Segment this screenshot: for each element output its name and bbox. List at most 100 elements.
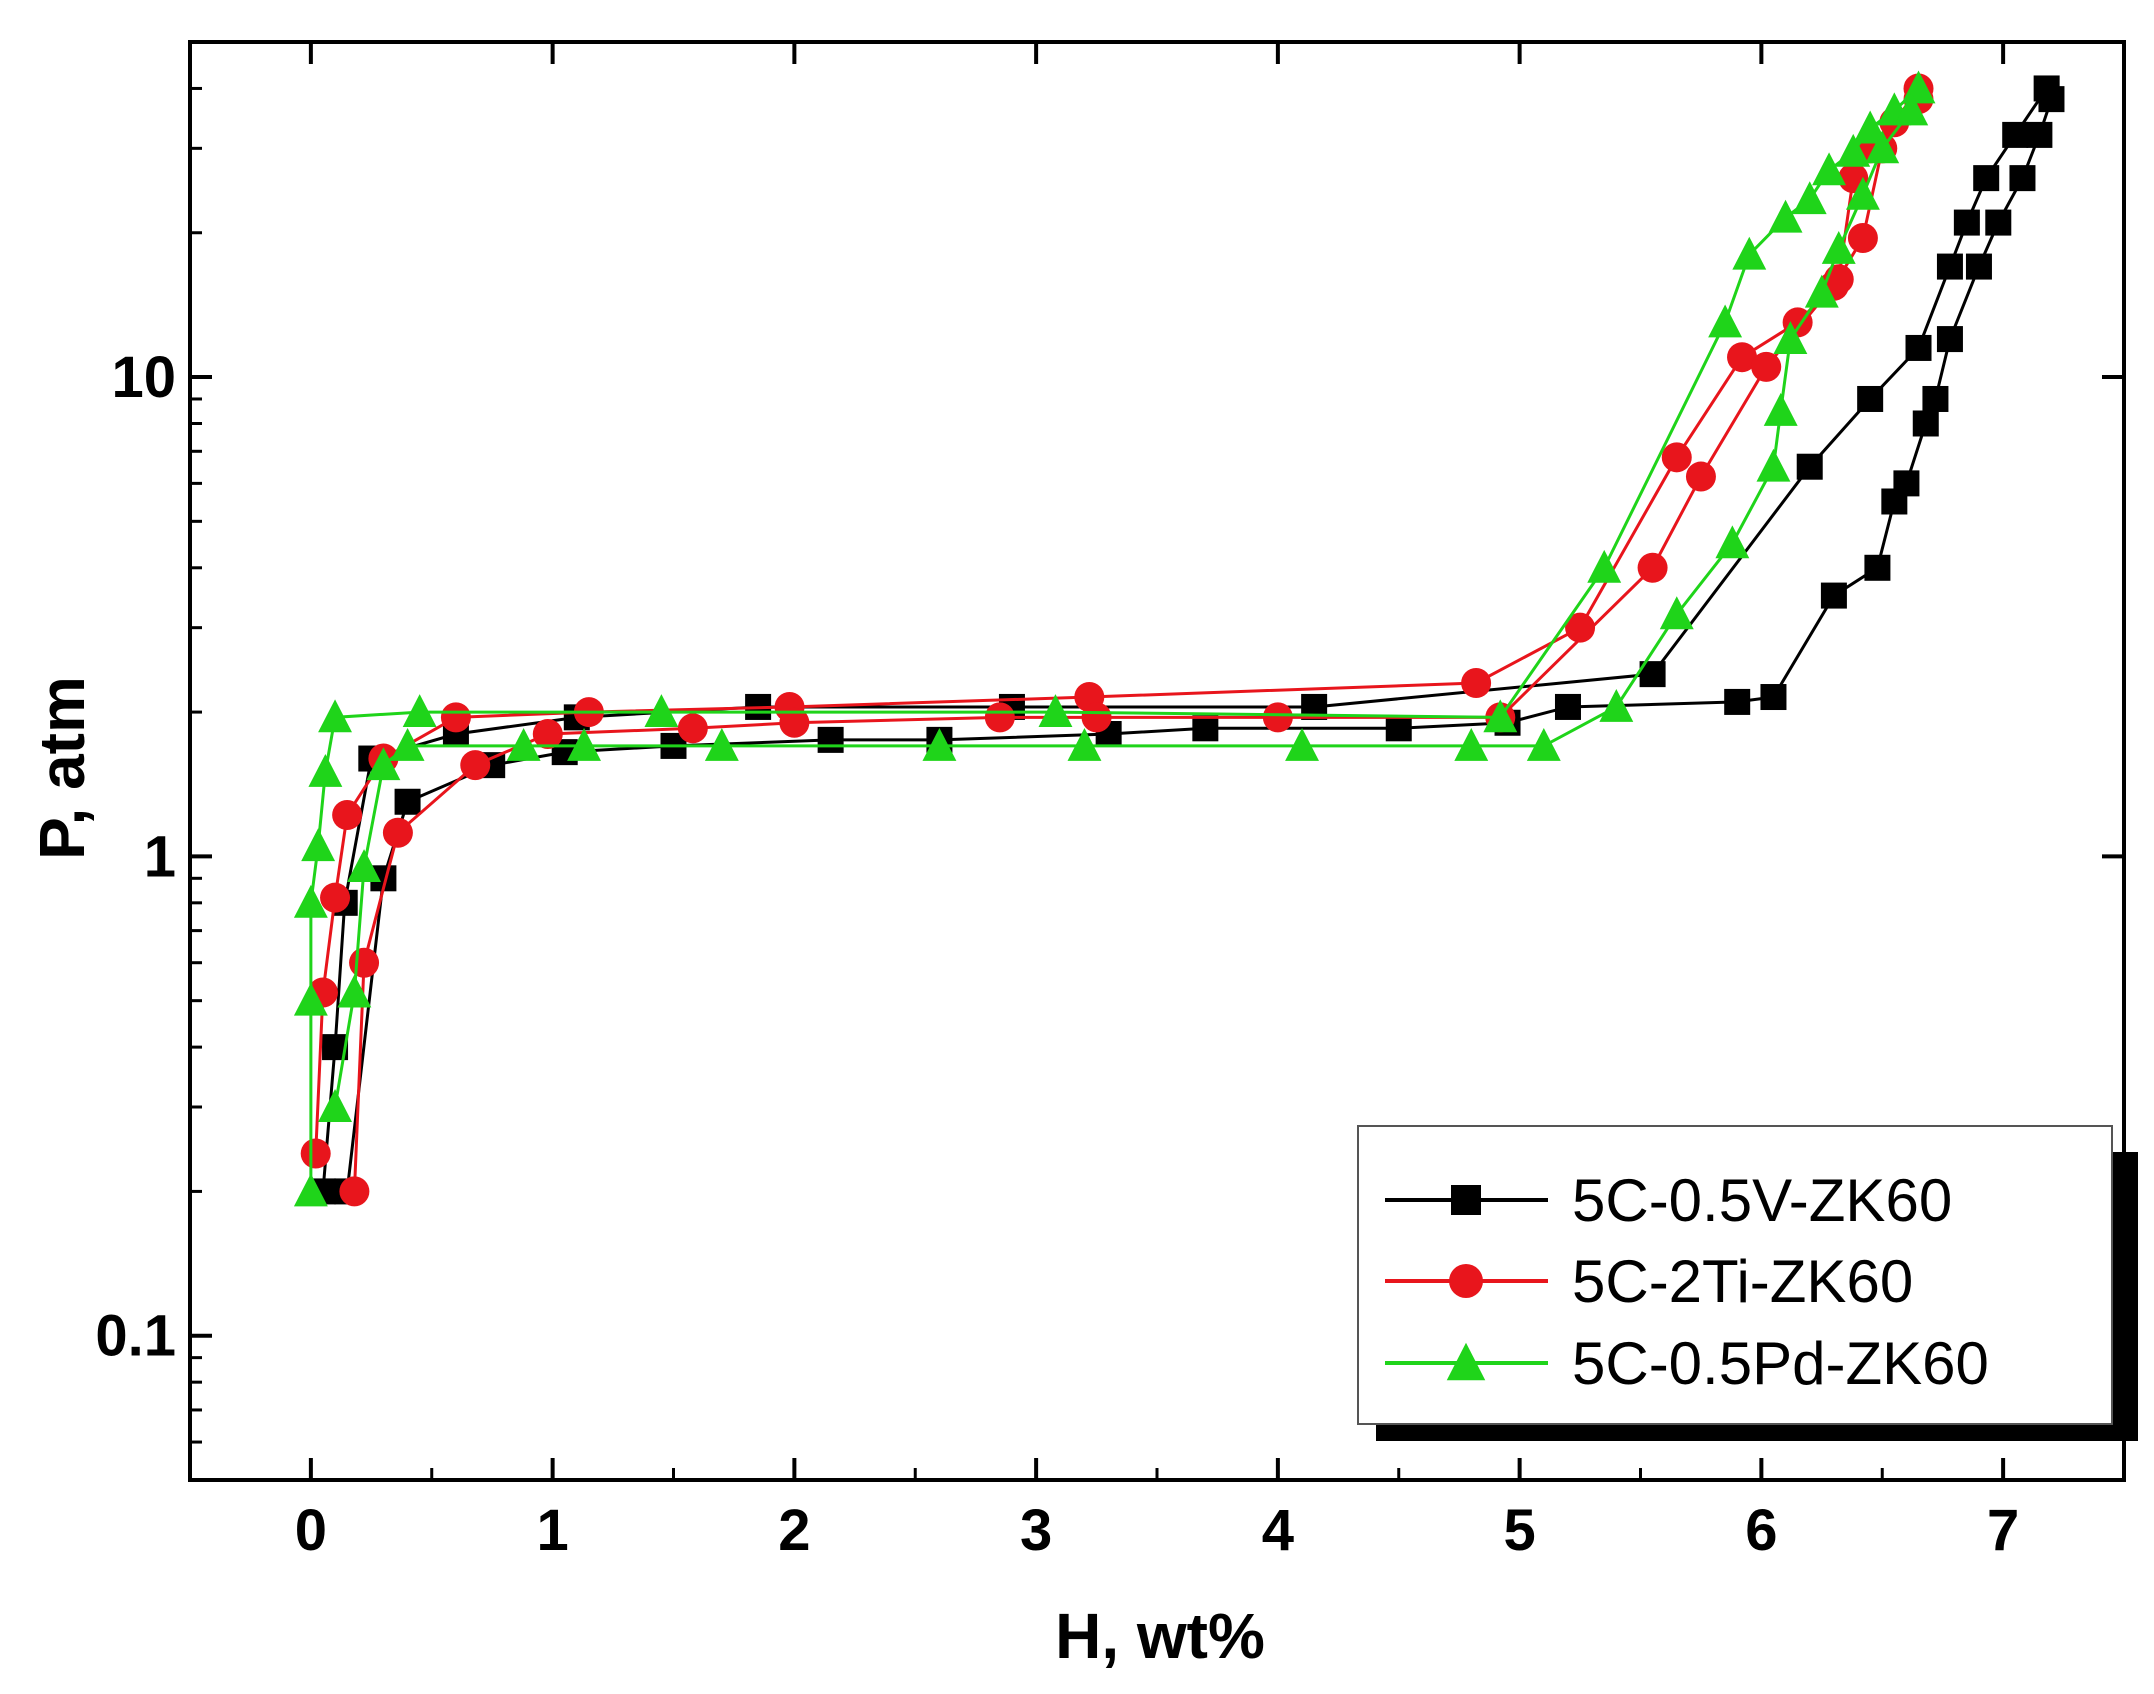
data-point [1865, 130, 1900, 164]
data-point [1936, 326, 1963, 353]
data-point [382, 817, 413, 848]
data-point [293, 1173, 328, 1207]
data-point [1483, 699, 1518, 733]
y-axis-label: P, atm [26, 676, 98, 860]
data-point [2009, 165, 2036, 192]
data-point [1724, 688, 1751, 715]
data-point [1912, 410, 1939, 437]
data-point [984, 702, 1015, 733]
data-point [1893, 470, 1920, 497]
series-circle [300, 73, 1934, 1207]
x-tick-label: 4 [1262, 1498, 1294, 1563]
data-point [922, 727, 957, 761]
data-point [349, 947, 380, 978]
data-point [460, 750, 491, 781]
data-point [2002, 121, 2029, 148]
data-point [1385, 715, 1412, 742]
data-point [1715, 525, 1750, 559]
data-point [644, 694, 679, 728]
data-point [1853, 110, 1888, 144]
data-point [1751, 351, 1782, 382]
data-point [1081, 702, 1112, 733]
data-point [366, 747, 401, 781]
data-point [817, 726, 844, 753]
data-point [1792, 181, 1827, 215]
data-point [390, 727, 425, 761]
data-point [1192, 715, 1219, 742]
data-point [567, 727, 602, 761]
data-point [1773, 321, 1808, 355]
data-point [1262, 702, 1293, 733]
data-point [1587, 549, 1622, 583]
data-point [1763, 392, 1798, 426]
x-tick-label: 6 [1745, 1498, 1777, 1563]
x-tick-label: 0 [295, 1498, 327, 1563]
data-point [1685, 461, 1716, 492]
legend: 5C-0.5V-ZK60 5C-2Ti-ZK60 5C-0.5Pd-ZK60 [1357, 1125, 2138, 1441]
data-point [1760, 684, 1787, 711]
data-point [440, 702, 471, 733]
data-point [1659, 596, 1694, 630]
data-point [347, 849, 382, 883]
x-tick-label: 5 [1503, 1498, 1535, 1563]
data-point [532, 719, 563, 750]
x-axis-label: H, wt% [1055, 1600, 1265, 1672]
data-point [1526, 727, 1561, 761]
legend-marker [1451, 1185, 1481, 1215]
data-point [1836, 133, 1871, 167]
data-point [1038, 694, 1073, 728]
legend-box [1357, 1125, 2113, 1425]
data-point [318, 1089, 352, 1122]
data-point [779, 707, 810, 738]
y-tick-label: 10 [111, 345, 176, 410]
data-point [1796, 453, 1823, 480]
data-point [506, 727, 541, 761]
data-point [1821, 231, 1856, 264]
x-tick-label: 7 [1987, 1498, 2019, 1563]
data-point [339, 1176, 370, 1207]
data-point [1847, 223, 1878, 254]
data-point [1732, 236, 1767, 270]
data-point [1708, 304, 1743, 338]
legend-label: 5C-0.5Pd-ZK60 [1572, 1330, 1989, 1397]
data-point [1554, 693, 1581, 720]
data-point [677, 713, 708, 744]
data-point [1905, 334, 1932, 361]
data-point [1953, 209, 1980, 236]
data-point [1985, 209, 2012, 236]
series-triangle [293, 70, 1936, 1207]
data-point [320, 882, 351, 913]
x-axis: 0 1 2 3 4 5 6 7 [188, 42, 2126, 1563]
data-point [301, 828, 336, 862]
legend-label: 5C-2Ti-ZK60 [1572, 1248, 1913, 1315]
data-point [2026, 121, 2053, 148]
data-point [1804, 274, 1839, 308]
data-point [1936, 253, 1963, 280]
data-point [1661, 442, 1692, 473]
data-point [1820, 582, 1847, 609]
data-point [1894, 92, 1929, 126]
data-point [318, 699, 352, 733]
data-point [1454, 727, 1489, 761]
data-point [1812, 152, 1847, 186]
x-tick-label: 3 [1020, 1498, 1052, 1563]
data-point [1599, 688, 1634, 722]
data-point [1965, 253, 1992, 280]
y-axis: 0.1 1 10 [95, 40, 2124, 1482]
x-tick-label: 2 [778, 1498, 810, 1563]
series-layer [293, 70, 2065, 1207]
data-point [1727, 342, 1758, 373]
data-point [394, 788, 421, 815]
legend-marker [1446, 1342, 1486, 1381]
data-point [300, 1138, 331, 1169]
data-point [402, 694, 437, 728]
data-point [2038, 86, 2065, 113]
data-point [1857, 385, 1884, 412]
data-point [1864, 554, 1891, 581]
x-tick-label: 1 [536, 1498, 568, 1563]
data-point [1637, 552, 1668, 583]
data-point [1768, 199, 1803, 233]
data-point [293, 982, 328, 1016]
legend-label: 5C-0.5V-ZK60 [1572, 1167, 1952, 1234]
